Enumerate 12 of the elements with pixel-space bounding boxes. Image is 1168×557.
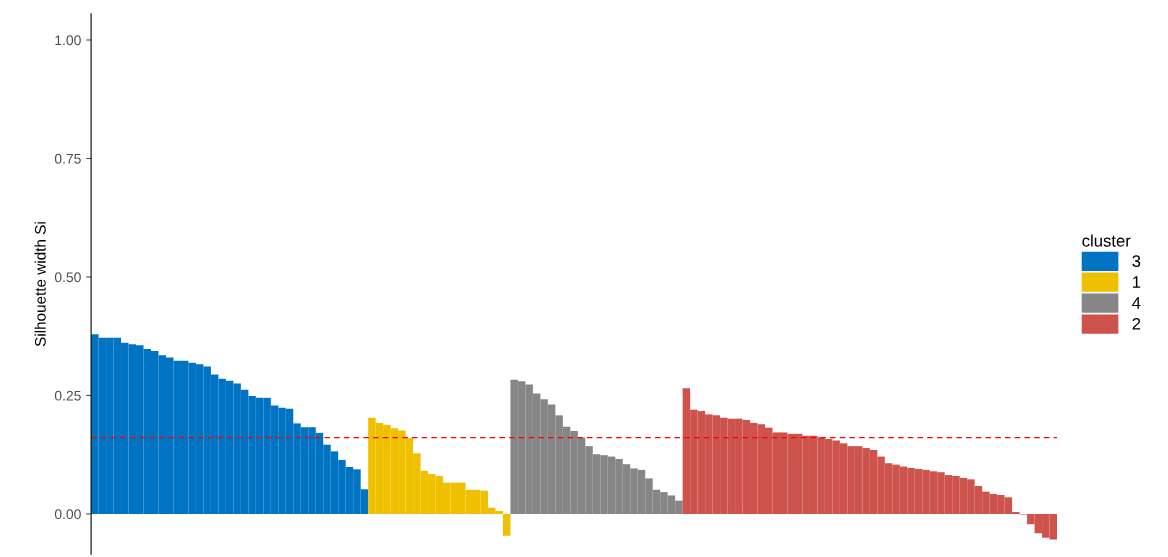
y-tick-label: 0.75	[54, 153, 81, 164]
legend-label: 4	[1132, 297, 1141, 309]
y-tick-label: 1.00	[55, 35, 81, 46]
legend-label: 1	[1132, 276, 1141, 288]
legend-label: 2	[1132, 317, 1141, 330]
legend-title: cluster	[1082, 234, 1131, 247]
legend-label: 3	[1132, 255, 1141, 267]
y-tick-label: 0.00	[54, 509, 81, 520]
y-axis-title: Silhouette width Si	[34, 222, 46, 347]
y-tick-label: 0.50	[54, 272, 81, 283]
bar	[502, 513, 511, 536]
y-tick-label: 0.25	[54, 390, 81, 401]
